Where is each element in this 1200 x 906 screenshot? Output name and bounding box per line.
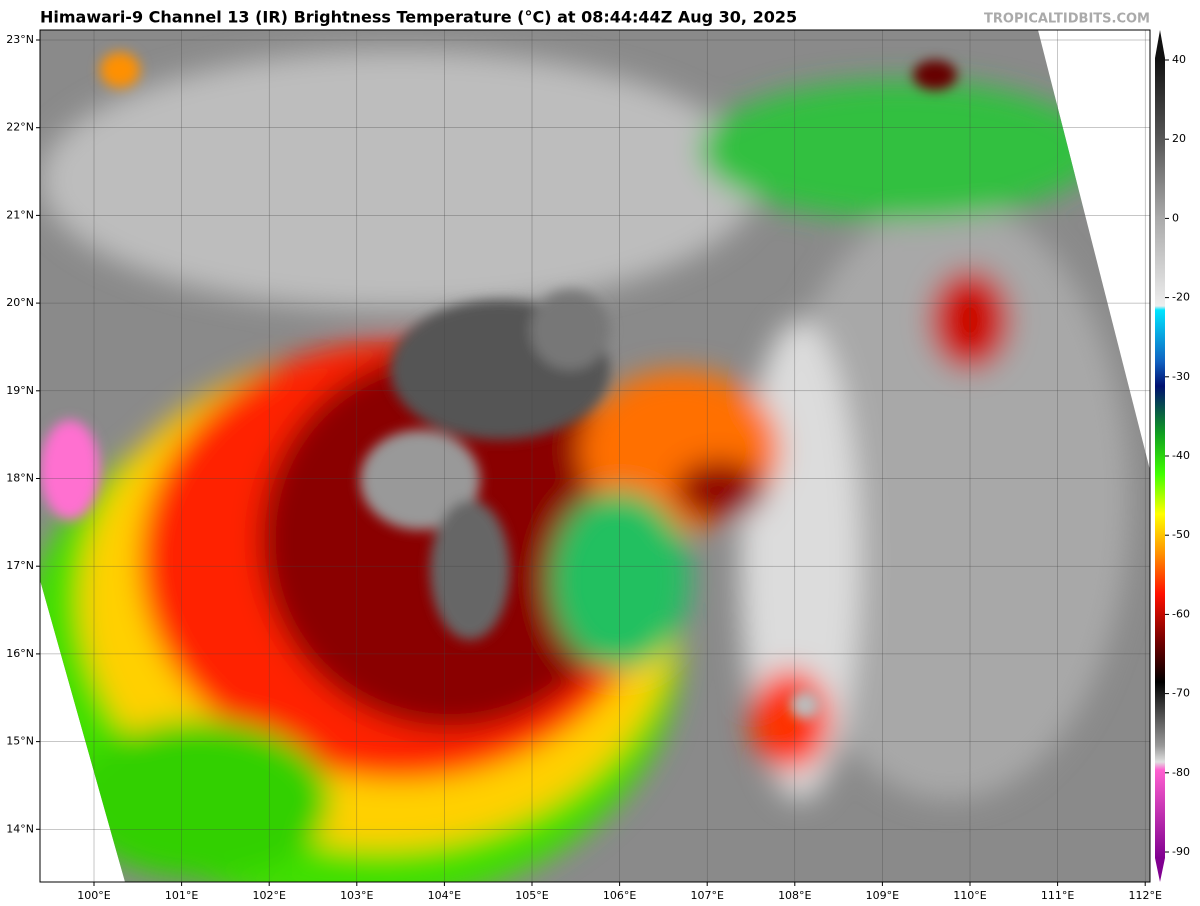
lon-label: 101°E (165, 889, 198, 902)
lon-label: 108°E (778, 889, 811, 902)
lat-label: 19°N (6, 384, 34, 397)
lat-label: 20°N (6, 296, 34, 309)
lat-label: 14°N (6, 822, 34, 835)
colorbar-tick-label: -30 (1172, 370, 1190, 383)
colorbar-tick-label: 40 (1172, 53, 1186, 66)
lon-label: 107°E (690, 889, 723, 902)
colorbar-tick-label: -50 (1172, 528, 1190, 541)
lon-label: 109°E (866, 889, 899, 902)
lat-label: 15°N (6, 735, 34, 748)
colorbar (1155, 58, 1165, 858)
lat-label: 22°N (6, 121, 34, 134)
colorbar-tick-label: -40 (1172, 449, 1190, 462)
colorbar-tick-label: 20 (1172, 132, 1186, 145)
colorbar-tick-label: -70 (1172, 687, 1190, 700)
colorbar-tick-label: -90 (1172, 845, 1190, 858)
lat-label: 16°N (6, 647, 34, 660)
lon-label: 103°E (340, 889, 373, 902)
title: Himawari-9 Channel 13 (IR) Brightness Te… (40, 8, 797, 27)
colorbar-top-arrow (1155, 30, 1165, 58)
colorbar-tick-label: -20 (1172, 291, 1190, 304)
lat-label: 17°N (6, 559, 34, 572)
colorbar-tick-label: -80 (1172, 766, 1190, 779)
lon-label: 110°E (953, 889, 986, 902)
colorbar-bottom-arrow (1155, 858, 1165, 882)
lon-label: 111°E (1041, 889, 1074, 902)
satellite-image (40, 30, 1150, 882)
lon-label: 100°E (77, 889, 110, 902)
lon-label: 112°E (1128, 889, 1161, 902)
colorbar-ticks: 40 20 0 -20 -30 -40 -50 -60 -70 -80 -90 (1165, 53, 1190, 858)
lon-label: 106°E (603, 889, 636, 902)
lon-label: 105°E (515, 889, 548, 902)
colorbar-tick-label: 0 (1172, 211, 1179, 224)
graticule: 100°E 101°E 102°E 103°E 104°E 105°E 106°E 107°E… (6, 30, 1162, 902)
colorbar-tick-label: -60 (1172, 607, 1190, 620)
lon-label: 102°E (252, 889, 285, 902)
lat-label: 18°N (6, 472, 34, 485)
lon-label: 104°E (428, 889, 461, 902)
map-frame (39, 29, 1151, 883)
watermark: TROPICALTIDBITS.COM (984, 12, 1150, 27)
lat-label: 21°N (6, 208, 34, 221)
lat-label: 23°N (6, 33, 34, 46)
